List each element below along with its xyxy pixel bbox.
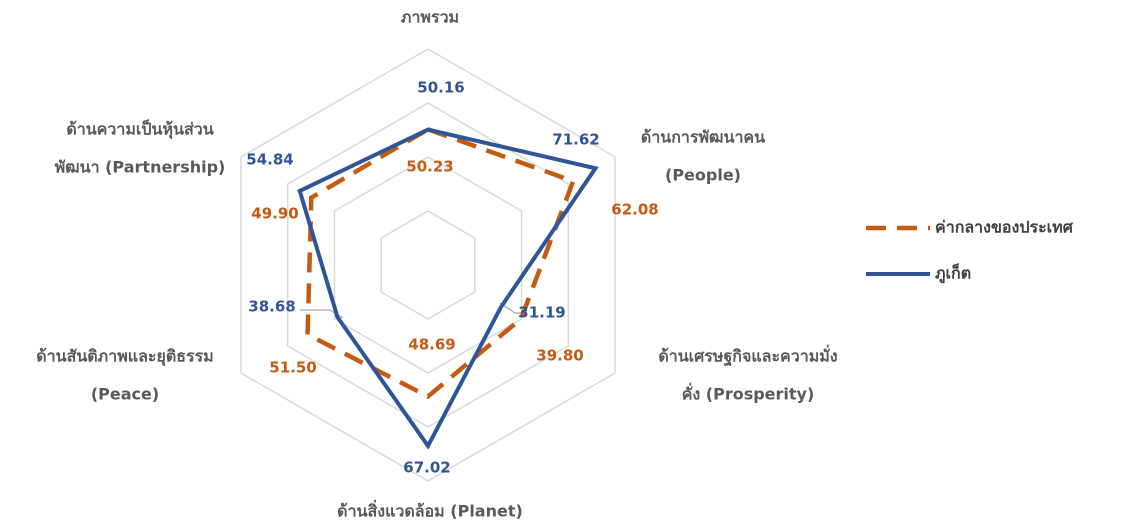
- data-label: 39.80: [536, 347, 583, 365]
- data-label: 49.90: [251, 205, 298, 223]
- data-label: 50.16: [417, 79, 464, 97]
- axis-label: ด้านสันติภาพและยุติธรรม: [36, 347, 213, 367]
- axis-label: ด้านการพัฒนาคน: [641, 128, 765, 147]
- data-label: 38.68: [248, 298, 295, 316]
- data-label: 54.84: [246, 151, 293, 169]
- axis-label: ภาพรวม: [401, 8, 459, 27]
- axis-label: (People): [665, 166, 741, 185]
- data-label: 67.02: [403, 459, 450, 477]
- axis-label: พัฒนา (Partnership): [55, 158, 226, 177]
- data-label: 50.23: [406, 158, 453, 176]
- axis-label: ด้านสิ่งแวดล้อม (Planet): [337, 500, 523, 521]
- series-line: [305, 126, 577, 400]
- legend-label: ภูเก็ต: [935, 262, 971, 285]
- grid-ring: [333, 156, 523, 374]
- axis-label: คั่ง (Prosperity): [682, 383, 815, 404]
- series-line: [297, 127, 599, 450]
- leader-line: [499, 302, 522, 314]
- axis-label: (Peace): [91, 385, 159, 404]
- grid-ring: [240, 48, 616, 482]
- data-label: 62.08: [611, 201, 658, 219]
- legend-label: ค่ากลางของประเทศ: [935, 218, 1074, 237]
- data-label: 51.50: [269, 359, 316, 377]
- axis-label: ด้านเศรษฐกิจและความมั่ง: [658, 345, 837, 367]
- grid-ring: [286, 102, 570, 428]
- data-label: 71.62: [552, 131, 599, 149]
- grid-ring: [380, 210, 476, 320]
- data-label: 31.19: [518, 304, 565, 322]
- data-label: 48.69: [408, 336, 455, 354]
- axis-label: ด้านความเป็นหุ้นส่วน: [66, 118, 213, 140]
